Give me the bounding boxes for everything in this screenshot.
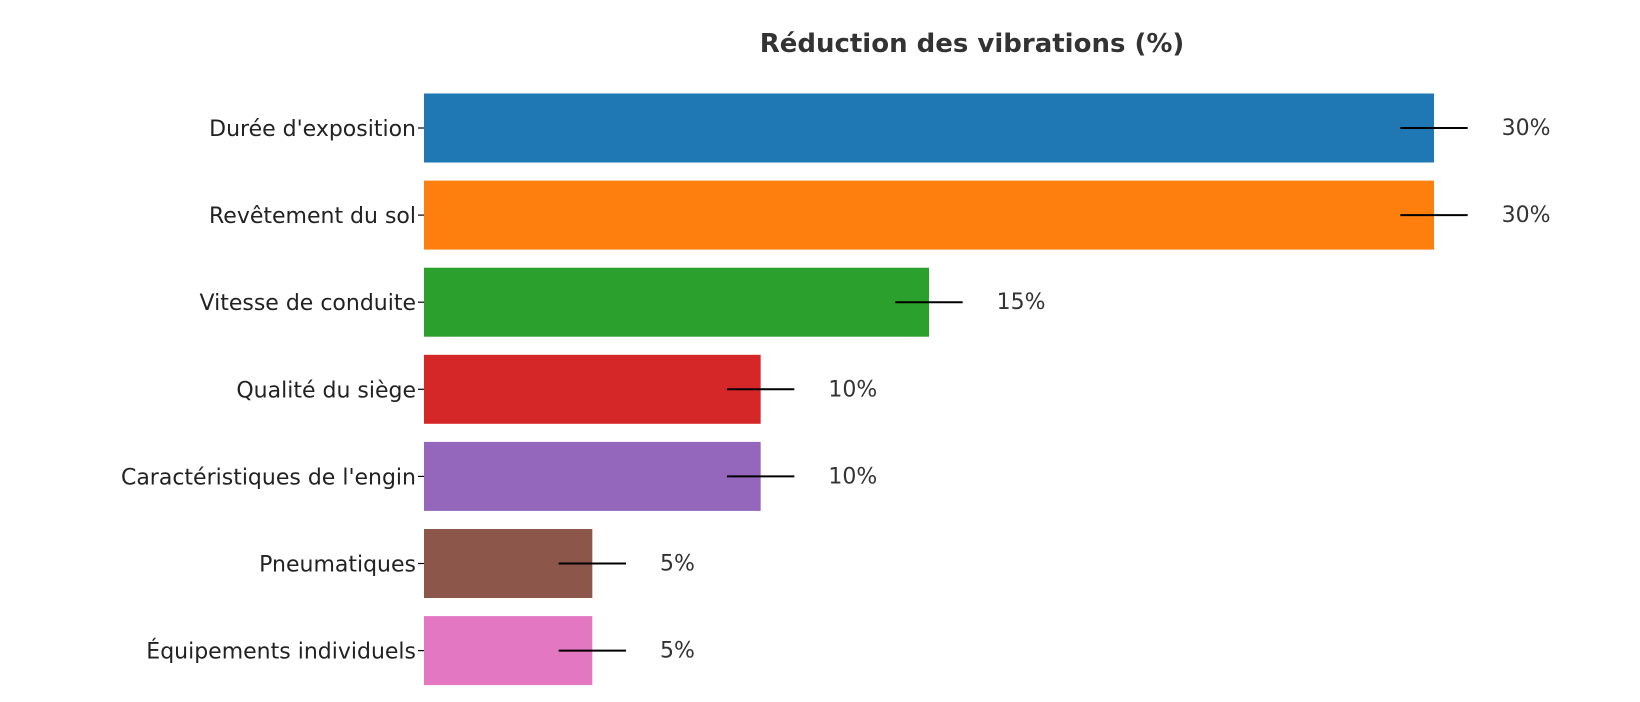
value-labels-layer: 30% 30% 15% 10% 10% 5% 5% <box>660 116 1551 664</box>
value-label: 15% <box>997 290 1046 315</box>
bar <box>424 267 929 337</box>
value-label: 10% <box>828 377 877 402</box>
value-label: 30% <box>1502 203 1551 228</box>
chart-title: Réduction des vibrations (%) <box>760 29 1185 59</box>
category-label: Pneumatiques <box>259 553 416 578</box>
y-ticks-layer <box>418 127 424 652</box>
category-label: Qualité du siège <box>236 378 416 403</box>
bar <box>424 441 761 511</box>
error-bars-layer <box>558 127 1468 652</box>
value-label: 10% <box>828 464 877 489</box>
value-label: 5% <box>660 552 695 577</box>
category-label: Caractéristiques de l'engin <box>121 465 416 490</box>
bar <box>424 354 761 424</box>
value-label: 5% <box>660 639 695 664</box>
category-label: Revêtement du sol <box>209 204 416 229</box>
bars-layer <box>424 93 1434 686</box>
bar <box>424 93 1434 163</box>
category-label: Équipements individuels <box>146 639 416 665</box>
value-label: 30% <box>1502 116 1551 141</box>
category-label: Vitesse de conduite <box>200 291 416 316</box>
bar <box>424 180 1434 250</box>
category-label: Durée d'exposition <box>209 117 416 142</box>
category-labels-layer: Durée d'exposition Revêtement du sol Vites… <box>121 117 416 665</box>
